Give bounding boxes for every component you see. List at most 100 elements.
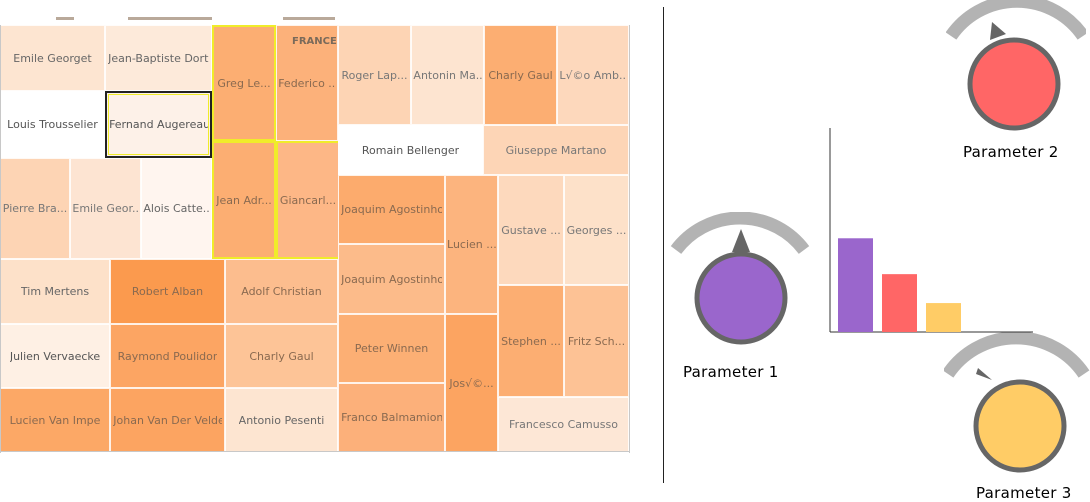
treemap-cell-label: Lucien ... — [447, 238, 496, 251]
bar-chart — [829, 128, 1034, 333]
treemap-cell-label: Georges ... — [566, 223, 627, 237]
treemap-cell-label: Adolf Christian — [241, 285, 322, 298]
treemap-cell-label: Franco Balmamion — [341, 411, 442, 424]
treemap-cell-label: Stephen ... — [501, 334, 561, 348]
treemap-cell-label: Fernand Augereau — [109, 118, 208, 131]
parameter-2-knob[interactable] — [946, 0, 1086, 140]
treemap-cell[interactable]: Adolf Christian — [225, 259, 338, 324]
parameter-1-label: Parameter 1 — [683, 363, 779, 381]
treemap-cell-label: Romain Bellenger — [361, 143, 460, 157]
parameter-3-label: Parameter 3 — [976, 484, 1072, 502]
treemap-cell[interactable]: Emile Geor... — [70, 158, 141, 259]
top-partial-label — [56, 17, 74, 20]
treemap-cell-label: Roger Lap... — [341, 68, 408, 82]
treemap-cell-label: Charly Gaul — [249, 349, 314, 363]
treemap-cell[interactable]: Antonio Pesenti — [225, 388, 338, 452]
treemap-cell[interactable]: Antonin Ma... — [411, 25, 484, 125]
group-label-france: FRANCE — [292, 36, 337, 47]
treemap-right-border — [629, 25, 630, 453]
treemap-cell-label: Tim Mertens — [20, 285, 90, 298]
treemap-cell-label: Giuseppe Martano — [505, 143, 607, 157]
knob-dial[interactable] — [973, 379, 1067, 473]
treemap-cell[interactable]: Roger Lap... — [338, 25, 411, 125]
treemap-cell-label: Joaquim Agostinho — [341, 272, 442, 286]
treemap-cell-label: Francesco Camusso — [509, 418, 618, 431]
treemap-cell-label: Emile Geor... — [72, 202, 139, 215]
treemap-cell-label: Jos√©... — [449, 376, 494, 390]
bar-chart-svg — [829, 128, 1033, 333]
treemap-cell-label: Gustave ... — [501, 223, 561, 237]
treemap-cell-label: Lucien Van Impe — [9, 413, 101, 427]
treemap-cell[interactable]: Louis Trousselier — [0, 91, 105, 158]
parameter-1-knob[interactable] — [670, 212, 810, 352]
treemap-cell[interactable]: Julien Vervaecke — [0, 324, 110, 388]
knob-dial[interactable] — [694, 251, 788, 345]
knob-pointer — [732, 229, 750, 252]
treemap-cell[interactable]: Greg Le... — [212, 25, 276, 141]
treemap-cell-label: Giancarl... — [279, 193, 337, 207]
treemap-cell[interactable]: Franco Balmamion — [338, 383, 445, 452]
top-partial-label — [283, 17, 335, 20]
treemap-cell-label: Jean Adr... — [216, 193, 272, 207]
treemap-cell[interactable]: Jean Adr... — [212, 141, 276, 259]
treemap-cell[interactable]: Fernand Augereau — [105, 91, 212, 158]
treemap-cell[interactable]: Giuseppe Martano — [483, 125, 629, 175]
treemap-cell-label: Joaquim Agostinho — [341, 203, 442, 216]
treemap-cell-label: Pierre Bra... — [2, 202, 68, 215]
treemap-cell-label: Raymond Poulidor — [117, 349, 218, 363]
treemap-cell-label: L√©o Amb... — [559, 68, 627, 82]
bar-3 — [926, 303, 961, 332]
treemap-cell[interactable]: Jos√©... — [445, 314, 498, 452]
treemap-cell-label: Jean-Baptiste Dort... — [108, 51, 209, 65]
treemap-cell-label: Antonin Ma... — [413, 68, 482, 82]
treemap-cell[interactable]: Giancarl... — [276, 141, 340, 259]
treemap-cell[interactable]: Fritz Sch... — [564, 285, 629, 397]
treemap-cell-label: Federico ... — [278, 76, 336, 90]
knob-dial[interactable] — [967, 37, 1061, 131]
knob-arc — [944, 332, 1090, 378]
knob-arc — [946, 0, 1086, 40]
treemap-cell[interactable]: Johan Van Der Velde — [110, 388, 225, 452]
treemap-cell-label: Robert Alban — [131, 285, 204, 298]
treemap-cell[interactable]: Joaquim Agostinho — [338, 244, 445, 314]
treemap-cell[interactable]: Alois Catte... — [141, 158, 212, 259]
treemap-cell[interactable]: Lucien Van Impe — [0, 388, 110, 452]
treemap-cell[interactable]: Lucien ... — [445, 175, 498, 314]
treemap-cell-label: Alois Catte... — [143, 202, 210, 215]
treemap-cell-label: Greg Le... — [217, 76, 271, 90]
treemap: Emile Georget Jean-Baptiste Dort... Louis … — [0, 17, 630, 453]
treemap-cell-label: Antonio Pesenti — [238, 413, 325, 427]
treemap-cell[interactable]: Peter Winnen — [338, 314, 445, 383]
treemap-cell[interactable]: Federico ... — [276, 25, 338, 141]
treemap-cell-label: Emile Georget — [13, 51, 92, 65]
treemap-cell[interactable]: Gustave ... — [498, 175, 564, 285]
bar-2 — [882, 274, 917, 332]
treemap-cell[interactable]: Joaquim Agostinho — [338, 175, 445, 244]
treemap-cell[interactable]: Robert Alban — [110, 259, 225, 324]
treemap-cell[interactable]: Tim Mertens — [0, 259, 110, 324]
treemap-cell[interactable]: Raymond Poulidor — [110, 324, 225, 388]
treemap-cell-label: Louis Trousselier — [7, 118, 98, 131]
treemap-cell[interactable]: Jean-Baptiste Dort... — [105, 25, 212, 91]
treemap-cell[interactable]: Georges ... — [564, 175, 629, 285]
treemap-cell[interactable]: Romain Bellenger — [338, 125, 483, 175]
treemap-cell-label: Julien Vervaecke — [9, 349, 101, 363]
treemap-cell[interactable]: Pierre Bra... — [0, 158, 70, 259]
treemap-cell[interactable]: Charly Gaul — [225, 324, 338, 388]
knob-pointer — [976, 368, 992, 380]
top-partial-label — [128, 17, 212, 20]
knob-pointer — [990, 22, 1006, 40]
treemap-cell[interactable]: L√©o Amb... — [557, 25, 629, 125]
treemap-left-border — [0, 25, 1, 453]
treemap-cell[interactable]: Francesco Camusso — [498, 397, 629, 452]
treemap-cell-label: Charly Gaul — [488, 68, 553, 82]
treemap-cell-label: Fritz Sch... — [567, 334, 626, 348]
treemap-cell[interactable]: Stephen ... — [498, 285, 564, 397]
treemap-bottom-border — [0, 451, 630, 452]
panel-divider — [663, 7, 664, 483]
treemap-cell[interactable]: Emile Georget — [0, 25, 105, 91]
treemap-cell[interactable]: Charly Gaul — [484, 25, 557, 125]
treemap-cell-label: Johan Van Der Velde — [113, 413, 222, 427]
bar-1 — [838, 238, 873, 332]
parameter-3-knob[interactable] — [944, 332, 1090, 482]
